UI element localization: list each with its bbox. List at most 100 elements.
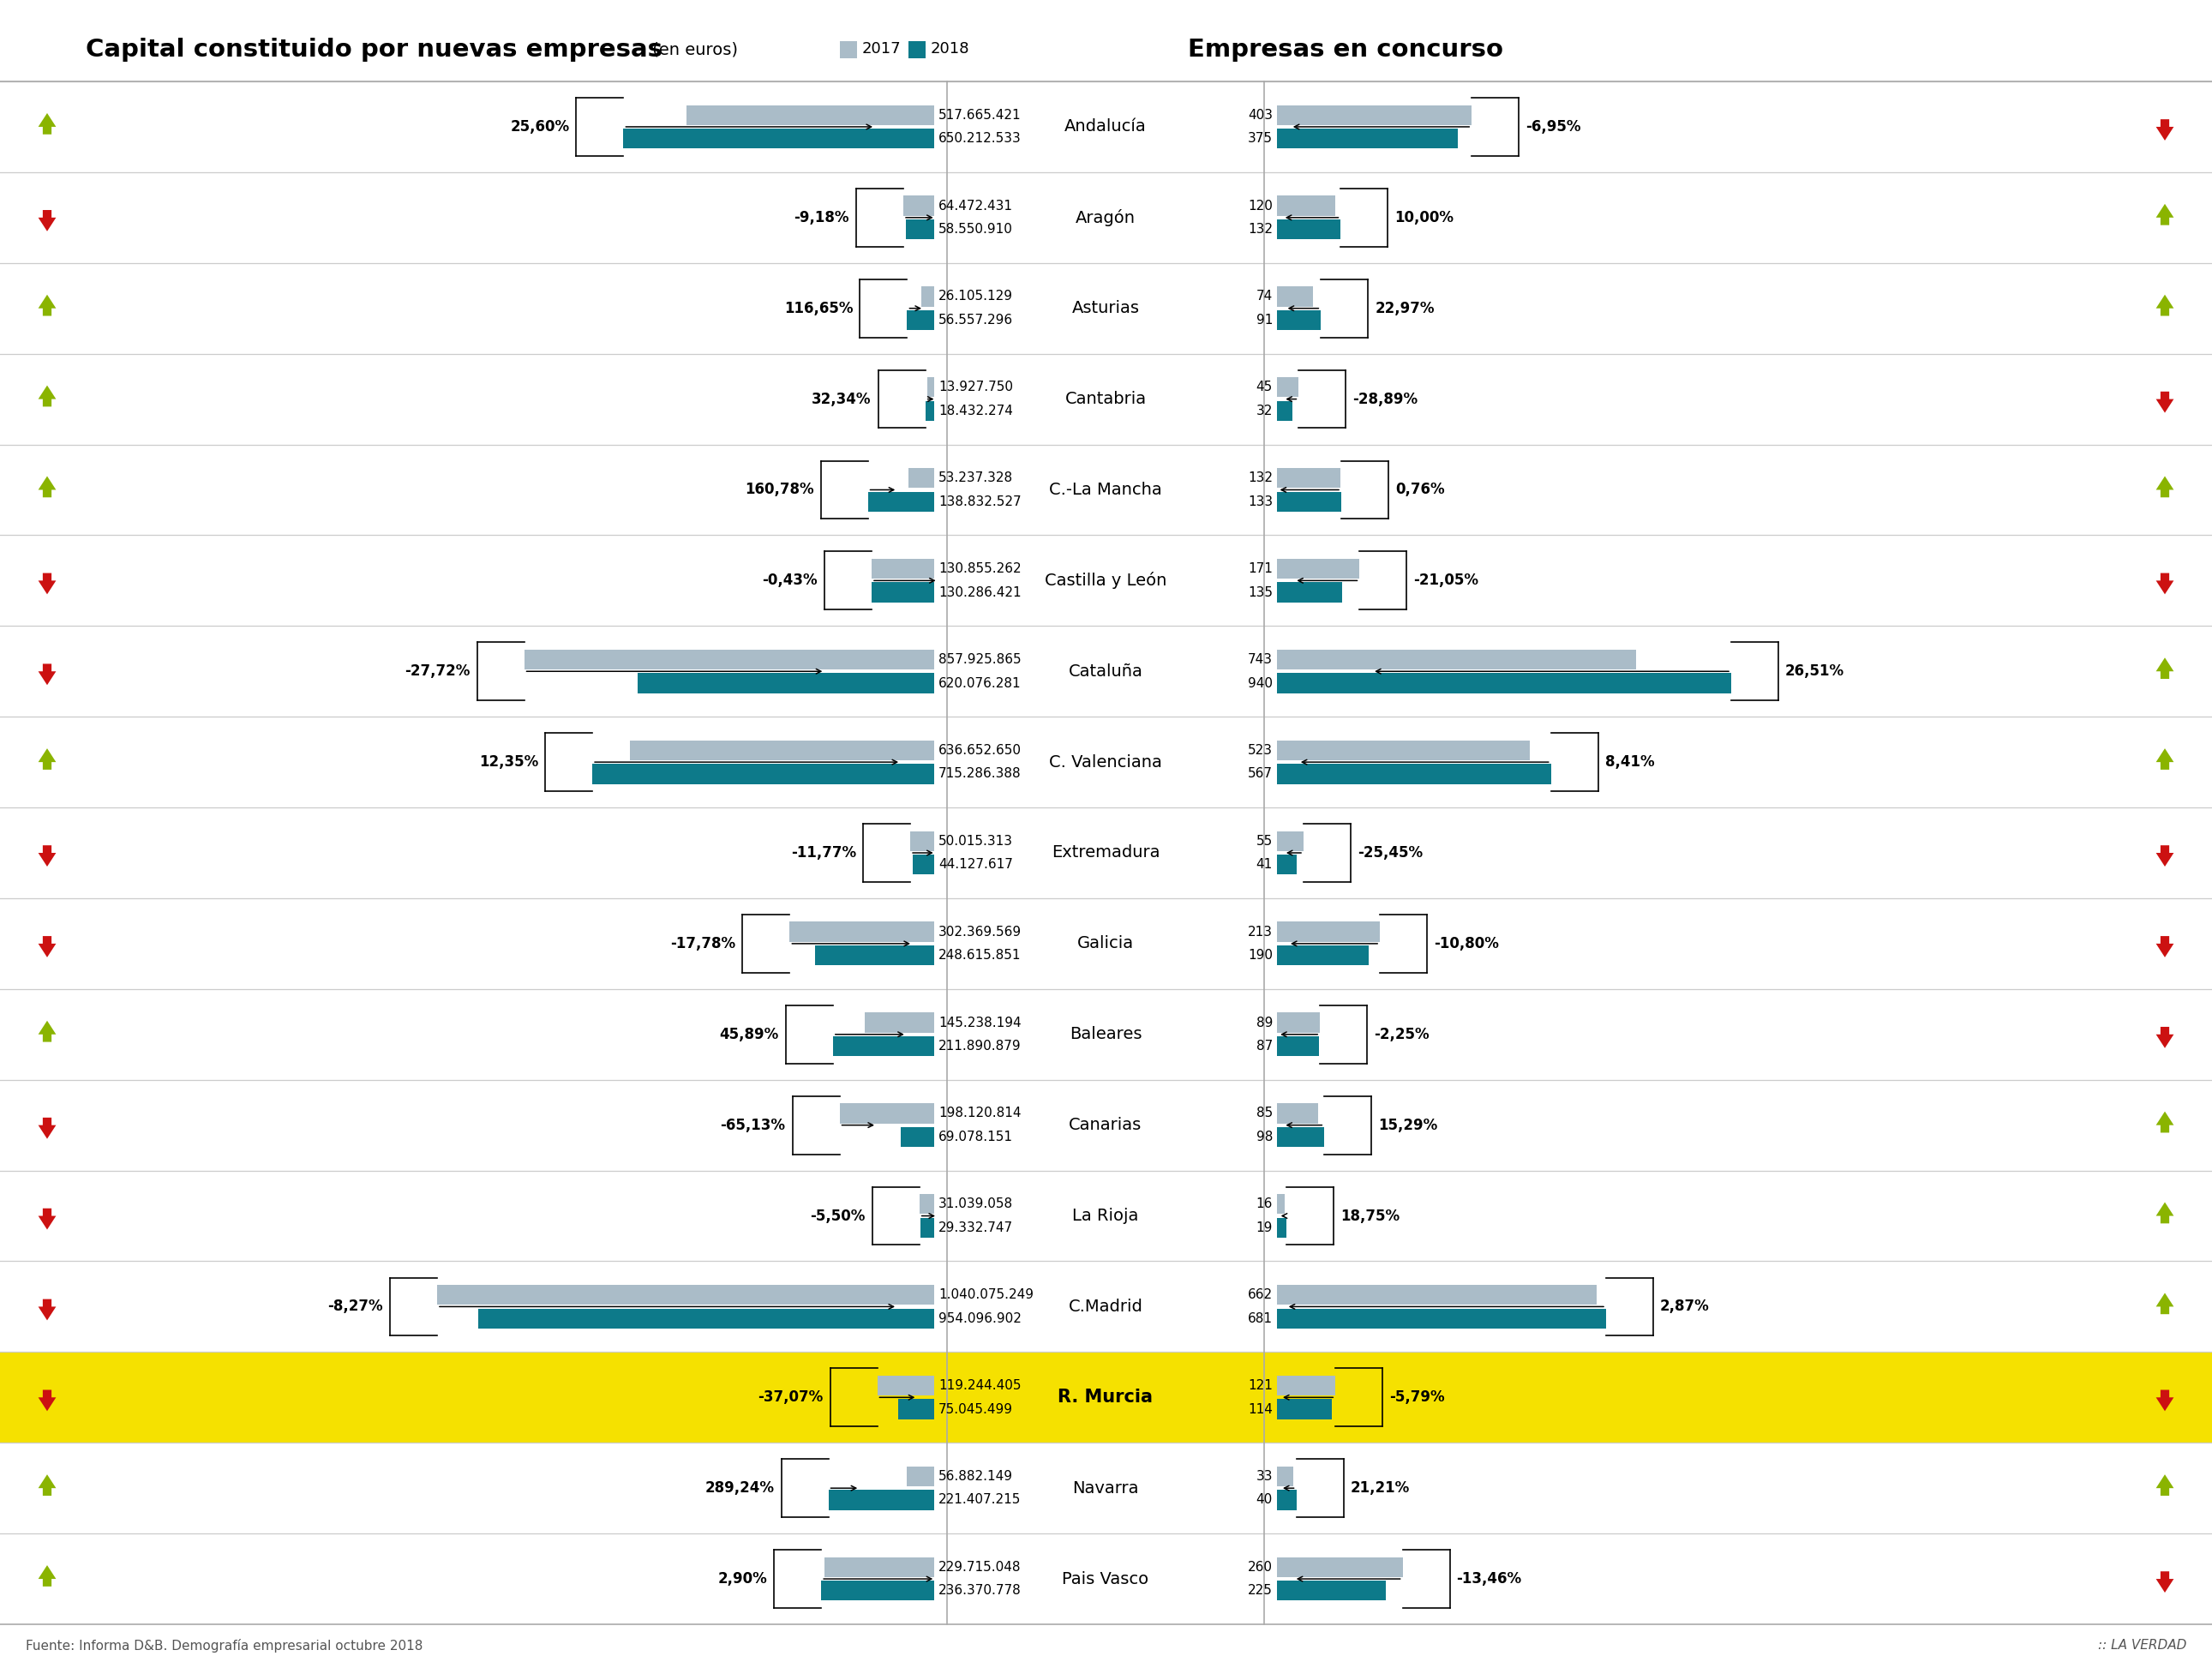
Bar [922, 287, 933, 307]
Text: 120: 120 [1248, 200, 1272, 212]
Text: 25,60%: 25,60% [511, 118, 568, 135]
Polygon shape [2157, 475, 2174, 497]
Text: 248.615.851: 248.615.851 [938, 949, 1022, 962]
Text: -5,50%: -5,50% [810, 1208, 865, 1224]
Text: 715.286.388: 715.286.388 [938, 767, 1022, 781]
Bar [1276, 400, 1292, 420]
Text: Castilla y León: Castilla y León [1044, 572, 1166, 589]
Bar [872, 559, 933, 579]
Text: 41: 41 [1256, 859, 1272, 871]
Bar [911, 831, 933, 851]
Polygon shape [2157, 657, 2174, 679]
Bar [1276, 582, 1343, 602]
Bar [925, 400, 933, 420]
Bar [1276, 195, 1336, 215]
Text: 40: 40 [1256, 1493, 1272, 1506]
Bar [1276, 1376, 1336, 1396]
Polygon shape [38, 1021, 55, 1042]
Text: 55: 55 [1256, 834, 1272, 847]
Bar [1276, 1558, 1402, 1576]
Text: 954.096.902: 954.096.902 [938, 1313, 1022, 1324]
Text: Andalucía: Andalucía [1064, 118, 1146, 135]
Text: 121: 121 [1248, 1379, 1272, 1393]
Text: 130.855.262: 130.855.262 [938, 562, 1022, 575]
Bar [1276, 1194, 1285, 1214]
Polygon shape [2157, 392, 2174, 412]
Text: -17,78%: -17,78% [670, 936, 737, 951]
Bar [1276, 854, 1296, 874]
Text: 236.370.778: 236.370.778 [938, 1585, 1022, 1598]
Polygon shape [2157, 1293, 2174, 1314]
Text: 22,97%: 22,97% [1376, 300, 1436, 315]
Text: 132: 132 [1248, 224, 1272, 235]
Bar [1276, 1308, 1606, 1328]
Text: La Rioja: La Rioja [1073, 1208, 1139, 1224]
Polygon shape [38, 210, 55, 232]
Text: 98: 98 [1256, 1131, 1272, 1143]
Bar [1276, 946, 1369, 966]
Text: -0,43%: -0,43% [763, 572, 818, 589]
Polygon shape [2157, 1027, 2174, 1048]
Bar [1276, 105, 1471, 125]
Polygon shape [38, 1208, 55, 1229]
Text: -10,80%: -10,80% [1433, 936, 1500, 951]
Text: 1.040.075.249: 1.040.075.249 [938, 1288, 1033, 1301]
Text: -21,05%: -21,05% [1413, 572, 1480, 589]
Text: 662: 662 [1248, 1288, 1272, 1301]
Bar [1276, 128, 1458, 148]
Text: 58.550.910: 58.550.910 [938, 224, 1013, 235]
Text: 74: 74 [1256, 290, 1272, 304]
Text: Empresas en concurso: Empresas en concurso [1188, 37, 1504, 62]
Bar [834, 1036, 933, 1056]
Text: 21,21%: 21,21% [1349, 1481, 1409, 1496]
Bar [927, 377, 933, 397]
Bar [624, 128, 933, 148]
Text: Cantabria: Cantabria [1064, 390, 1146, 407]
Text: 16: 16 [1256, 1198, 1272, 1211]
Text: 650.212.533: 650.212.533 [938, 132, 1022, 145]
Bar [1276, 287, 1312, 307]
Polygon shape [2157, 1203, 2174, 1223]
Text: Navarra: Navarra [1073, 1480, 1139, 1496]
Text: -2,25%: -2,25% [1374, 1027, 1429, 1042]
Polygon shape [2157, 574, 2174, 594]
Text: 75.045.499: 75.045.499 [938, 1403, 1013, 1416]
Polygon shape [2157, 120, 2174, 140]
Text: 160,78%: 160,78% [745, 482, 814, 497]
Bar [1276, 922, 1380, 942]
Text: 53.237.328: 53.237.328 [938, 472, 1013, 484]
Text: 190: 190 [1248, 949, 1272, 962]
Text: 0,76%: 0,76% [1396, 482, 1444, 497]
Text: 44.127.617: 44.127.617 [938, 859, 1013, 871]
Polygon shape [2157, 846, 2174, 867]
Text: Cataluña: Cataluña [1068, 664, 1144, 679]
Text: -65,13%: -65,13% [721, 1118, 785, 1133]
Text: 289,24%: 289,24% [706, 1481, 774, 1496]
Polygon shape [2157, 1475, 2174, 1496]
Text: -28,89%: -28,89% [1354, 392, 1418, 407]
Text: 32,34%: 32,34% [812, 392, 872, 407]
Text: 213: 213 [1248, 926, 1272, 937]
Bar [1276, 1466, 1294, 1486]
Bar [907, 1466, 933, 1486]
Polygon shape [2157, 295, 2174, 315]
Polygon shape [38, 936, 55, 957]
Polygon shape [38, 113, 55, 135]
Text: 567: 567 [1248, 767, 1272, 781]
Bar [1276, 1012, 1321, 1032]
Text: 681: 681 [1248, 1313, 1272, 1324]
Text: 940: 940 [1248, 677, 1272, 689]
Text: 375: 375 [1248, 132, 1272, 145]
Polygon shape [2157, 749, 2174, 769]
Text: 69.078.151: 69.078.151 [938, 1131, 1013, 1143]
Bar [827, 1490, 933, 1510]
Text: 130.286.421: 130.286.421 [938, 585, 1022, 599]
Text: C.-La Mancha: C.-La Mancha [1048, 482, 1161, 499]
Polygon shape [2157, 1389, 2174, 1411]
Bar [438, 1284, 933, 1304]
Text: -9,18%: -9,18% [794, 210, 849, 225]
Bar [1276, 831, 1303, 851]
Text: 171: 171 [1248, 562, 1272, 575]
Text: 12,35%: 12,35% [480, 754, 538, 771]
Text: 10,00%: 10,00% [1396, 210, 1453, 225]
